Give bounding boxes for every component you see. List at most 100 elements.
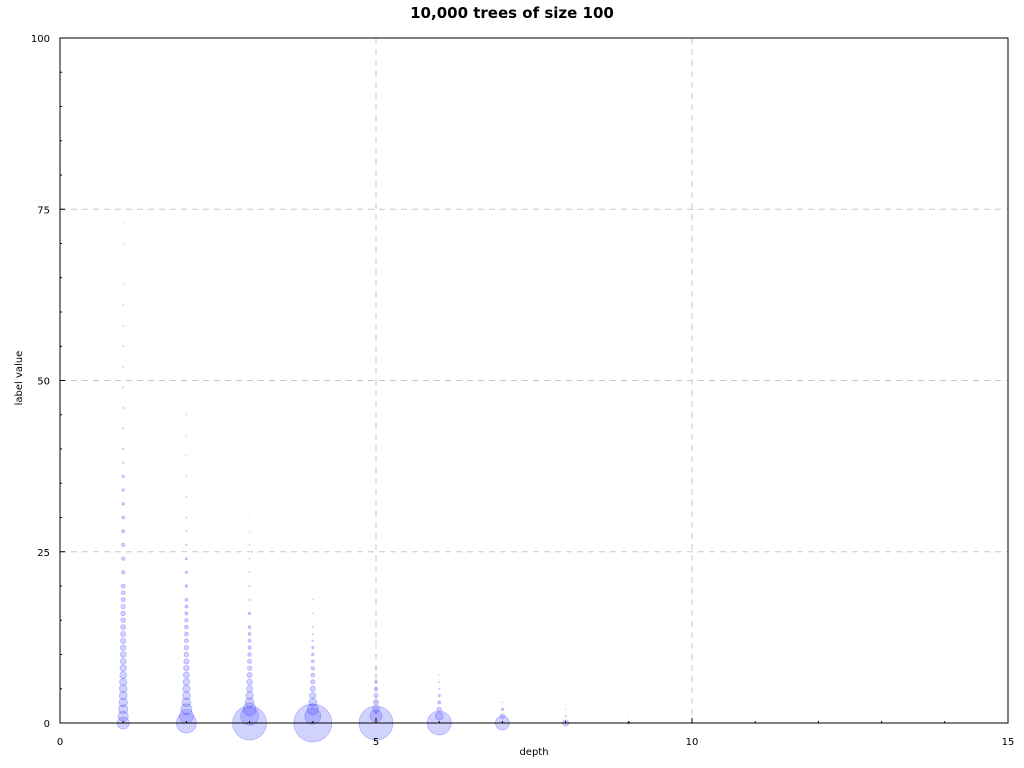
bubble-point bbox=[122, 242, 124, 245]
bubble-point bbox=[245, 691, 254, 700]
bubble-point bbox=[499, 713, 505, 719]
bubble-point bbox=[375, 667, 377, 670]
bubble-point bbox=[184, 624, 189, 630]
bubble-point bbox=[248, 598, 251, 601]
bubble-point bbox=[438, 674, 440, 676]
y-tick-label: 50 bbox=[37, 377, 50, 388]
bubble-point bbox=[373, 693, 379, 698]
bubble-point bbox=[311, 632, 314, 635]
bubble-point bbox=[247, 638, 252, 643]
x-tick-label: 15 bbox=[1002, 737, 1015, 748]
bubble-point bbox=[185, 393, 187, 395]
bubble-point bbox=[437, 694, 441, 698]
bubble-point bbox=[120, 597, 126, 603]
bubble-point bbox=[120, 624, 127, 630]
bubble-point bbox=[185, 434, 188, 436]
axis-ticks: 0 5 10 15 0 25 50 75 100 bbox=[31, 34, 1014, 748]
x-tick-label: 5 bbox=[373, 737, 379, 748]
bubble-point bbox=[183, 638, 189, 644]
bubble-point bbox=[183, 645, 189, 651]
bubble-point bbox=[184, 631, 189, 637]
bubble-point bbox=[310, 672, 316, 678]
x-tick-label: 0 bbox=[57, 737, 63, 748]
bubble-point bbox=[122, 283, 124, 286]
bubble-point bbox=[180, 703, 193, 716]
bubble-point bbox=[121, 502, 125, 506]
bubble-point bbox=[118, 691, 128, 700]
bubble-point bbox=[240, 706, 260, 726]
bubble-point bbox=[311, 646, 315, 650]
bubble-point bbox=[436, 706, 442, 712]
bubble-point bbox=[119, 657, 127, 665]
bubble-point bbox=[185, 475, 188, 478]
bubble-point bbox=[119, 651, 127, 658]
bubble-point bbox=[246, 678, 253, 686]
bubble-point bbox=[247, 625, 252, 629]
bubble-point bbox=[120, 610, 126, 617]
x-axis-label: depth bbox=[519, 747, 548, 758]
y-tick-label: 25 bbox=[37, 548, 50, 559]
bubble-point bbox=[248, 571, 251, 574]
bubble-layer bbox=[116, 222, 631, 743]
bubble-point bbox=[248, 557, 251, 560]
bubble-point bbox=[309, 691, 317, 700]
bubble-point bbox=[185, 530, 188, 533]
bubble-point bbox=[247, 658, 253, 664]
bubble-point bbox=[122, 365, 125, 368]
bubble-point bbox=[120, 603, 126, 610]
bubble-point bbox=[122, 345, 125, 348]
bubble-point bbox=[184, 604, 189, 609]
bubble-point bbox=[121, 542, 126, 547]
bubble-point bbox=[311, 626, 314, 629]
bubble-point bbox=[312, 599, 314, 601]
bubble-point bbox=[438, 681, 441, 683]
bubble-point bbox=[309, 685, 316, 692]
bubble-point bbox=[434, 711, 444, 721]
bubble-point bbox=[312, 612, 314, 615]
bubble-point bbox=[120, 630, 127, 637]
bubble-point bbox=[121, 488, 125, 492]
bubble-point bbox=[372, 705, 380, 714]
bubble-point bbox=[122, 324, 124, 327]
bubble-point bbox=[375, 653, 377, 656]
bubble-point bbox=[185, 373, 187, 375]
bubble-point bbox=[311, 639, 314, 642]
bubble-point bbox=[308, 698, 318, 707]
bubble-point bbox=[121, 474, 125, 478]
bubble-point bbox=[248, 584, 251, 588]
bubble-point bbox=[119, 644, 127, 651]
bubble-point bbox=[310, 679, 316, 685]
bubble-point bbox=[122, 263, 124, 265]
bubble-point bbox=[183, 658, 190, 665]
bubble-point bbox=[248, 530, 251, 532]
bubble-point bbox=[184, 584, 189, 588]
bubble-point bbox=[246, 685, 254, 693]
bubble-point bbox=[182, 684, 191, 693]
bubble-point bbox=[184, 597, 189, 602]
bubble-point bbox=[119, 671, 127, 679]
x-tick-label: 10 bbox=[686, 737, 699, 748]
bubble-point bbox=[184, 618, 189, 623]
bubble-point bbox=[118, 684, 128, 693]
bubble-point bbox=[183, 651, 190, 658]
bubble-point bbox=[247, 652, 252, 657]
bubble-point bbox=[120, 570, 126, 575]
bubble-point bbox=[121, 529, 126, 534]
chart-title: 10,000 trees of size 100 bbox=[410, 4, 614, 22]
bubble-point bbox=[244, 697, 255, 708]
bubble-point bbox=[122, 222, 124, 224]
bubble-point bbox=[246, 672, 253, 678]
bubble-point bbox=[122, 406, 125, 409]
bubble-point bbox=[242, 702, 257, 717]
bubble-point bbox=[119, 677, 128, 686]
y-tick-label: 75 bbox=[37, 205, 50, 216]
bubble-point bbox=[628, 715, 630, 717]
bubble-point bbox=[373, 686, 378, 691]
bubble-point bbox=[119, 664, 127, 672]
bubble-point bbox=[185, 455, 188, 457]
bubble-point bbox=[184, 611, 189, 616]
bubble-point bbox=[120, 617, 126, 624]
bubble-point bbox=[185, 414, 188, 416]
bubble-point bbox=[185, 543, 188, 547]
bubble-point bbox=[122, 447, 125, 451]
